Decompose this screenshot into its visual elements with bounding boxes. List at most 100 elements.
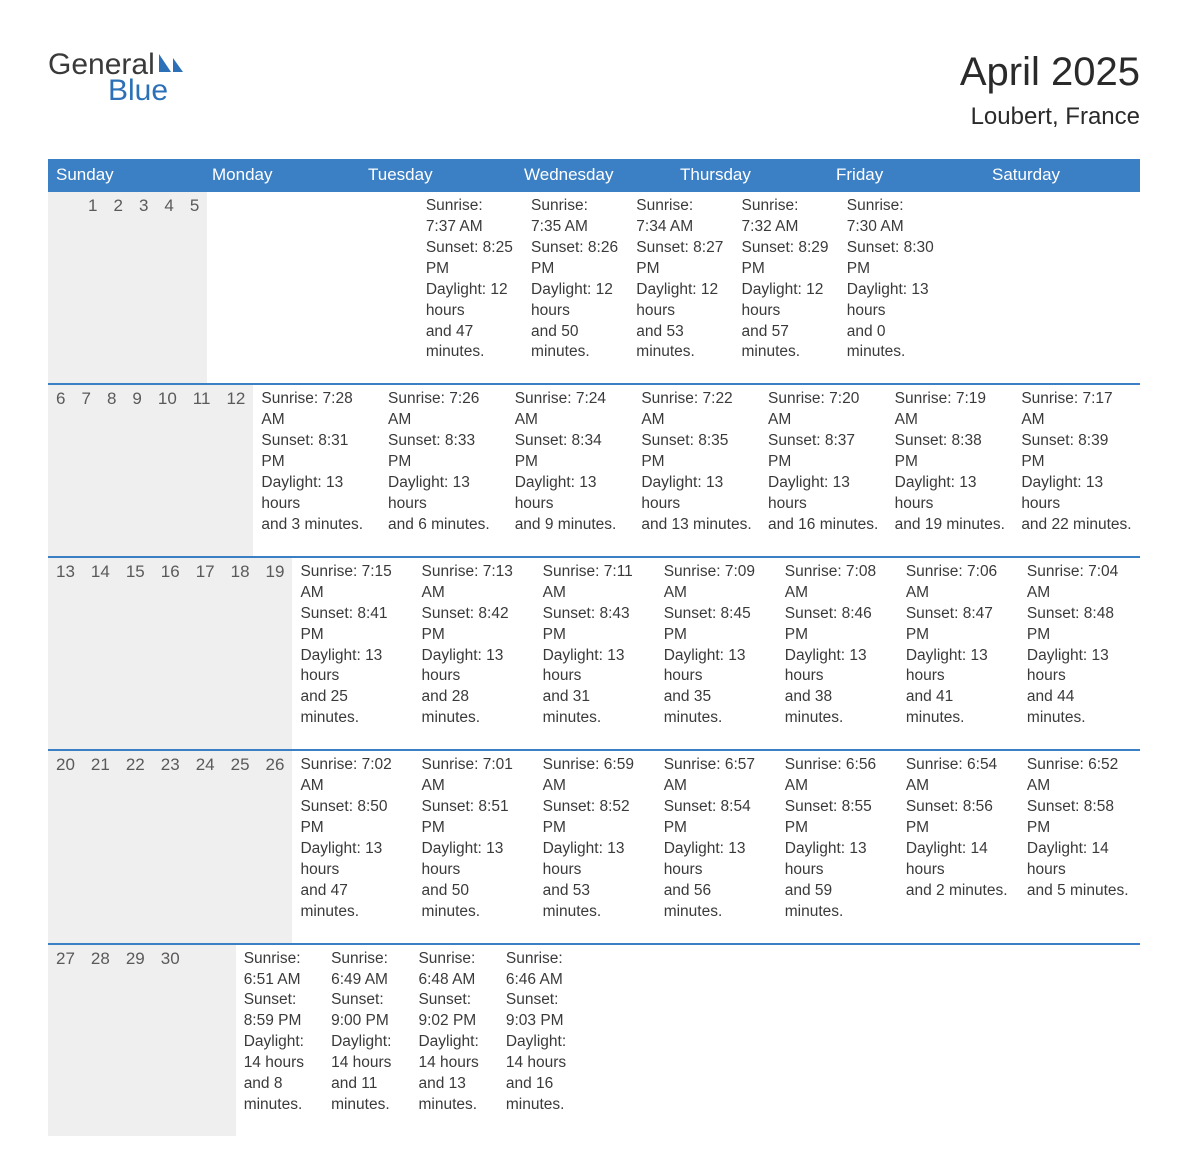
day-d2: and 47 minutes. <box>300 881 405 923</box>
day-body-cell: Sunrise: 7:02 AMSunset: 8:50 PMDaylight:… <box>292 751 413 942</box>
day-number-cell: 10 <box>150 385 185 555</box>
day-of-week-cell: Saturday <box>984 159 1140 192</box>
day-sunset: Sunset: 8:34 PM <box>515 431 626 473</box>
day-number-cell: 12 <box>218 385 253 555</box>
day-body-cell: Sunrise: 6:49 AMSunset: 9:00 PMDaylight:… <box>323 945 410 1136</box>
calendar-week: 20212223242526Sunrise: 7:02 AMSunset: 8:… <box>48 749 1140 942</box>
day-d1: Daylight: 13 hours <box>388 473 499 515</box>
day-d1: Daylight: 13 hours <box>664 646 769 688</box>
day-body-cell: Sunrise: 7:34 AMSunset: 8:27 PMDaylight:… <box>628 192 733 383</box>
day-body-cell <box>313 192 418 383</box>
day-d2: and 13 minutes. <box>641 515 752 536</box>
day-body-cell: Sunrise: 6:57 AMSunset: 8:54 PMDaylight:… <box>656 751 777 942</box>
day-number-cell: 23 <box>153 751 188 942</box>
day-d1: Daylight: 13 hours <box>906 646 1011 688</box>
day-sunset: Sunset: 8:47 PM <box>906 604 1011 646</box>
day-number-row: 6789101112 <box>48 385 253 555</box>
month-title: April 2025 <box>960 50 1140 95</box>
day-d1: Daylight: 13 hours <box>785 646 890 688</box>
day-d2: and 2 minutes. <box>906 881 1011 902</box>
day-d2: and 9 minutes. <box>515 515 626 536</box>
day-d2: and 13 minutes. <box>418 1074 489 1116</box>
day-sunrise: Sunrise: 7:32 AM <box>742 196 831 238</box>
day-sunrise: Sunrise: 7:26 AM <box>388 389 499 431</box>
day-sunset: Sunset: 9:00 PM <box>331 990 402 1032</box>
brand-logo: General Blue <box>48 50 187 106</box>
day-sunset: Sunset: 8:55 PM <box>785 797 890 839</box>
day-body-row: Sunrise: 7:02 AMSunset: 8:50 PMDaylight:… <box>292 751 1140 942</box>
day-d2: and 50 minutes. <box>531 322 620 364</box>
day-body-cell: Sunrise: 7:35 AMSunset: 8:26 PMDaylight:… <box>523 192 628 383</box>
day-sunrise: Sunrise: 7:35 AM <box>531 196 620 238</box>
day-body-row: Sunrise: 7:28 AMSunset: 8:31 PMDaylight:… <box>253 385 1140 555</box>
day-sunrise: Sunrise: 6:51 AM <box>244 949 315 991</box>
day-number-cell <box>220 945 236 1136</box>
day-d2: and 38 minutes. <box>785 687 890 729</box>
day-d2: and 16 minutes. <box>768 515 879 536</box>
day-d1: Daylight: 14 hours <box>244 1032 315 1074</box>
day-number-cell <box>64 192 80 383</box>
day-body-cell <box>760 945 847 1136</box>
day-d2: and 11 minutes. <box>331 1074 402 1116</box>
day-sunset: Sunset: 8:37 PM <box>768 431 879 473</box>
day-sunrise: Sunrise: 6:48 AM <box>418 949 489 991</box>
day-sunrise: Sunrise: 6:59 AM <box>543 755 648 797</box>
day-sunrise: Sunrise: 7:37 AM <box>426 196 515 238</box>
day-sunrise: Sunrise: 7:13 AM <box>422 562 527 604</box>
title-block: April 2025 Loubert, France <box>960 50 1140 131</box>
day-d1: Daylight: 14 hours <box>331 1032 402 1074</box>
day-number-cell: 28 <box>83 945 118 1136</box>
day-number-cell: 30 <box>153 945 188 1136</box>
day-d1: Daylight: 14 hours <box>906 839 1011 881</box>
day-sunset: Sunset: 9:03 PM <box>506 990 577 1032</box>
day-of-week-cell: Friday <box>828 159 984 192</box>
day-number-cell: 11 <box>185 385 219 555</box>
day-sunrise: Sunrise: 7:02 AM <box>300 755 405 797</box>
day-sunset: Sunset: 8:29 PM <box>742 238 831 280</box>
day-number-cell: 29 <box>118 945 153 1136</box>
day-number-cell: 25 <box>223 751 258 942</box>
day-d2: and 44 minutes. <box>1027 687 1132 729</box>
day-d1: Daylight: 12 hours <box>742 280 831 322</box>
day-body-cell: Sunrise: 7:11 AMSunset: 8:43 PMDaylight:… <box>535 558 656 749</box>
calendar-week: 13141516171819Sunrise: 7:15 AMSunset: 8:… <box>48 556 1140 749</box>
day-d1: Daylight: 14 hours <box>1027 839 1132 881</box>
day-d1: Daylight: 13 hours <box>515 473 626 515</box>
day-sunset: Sunset: 8:27 PM <box>636 238 725 280</box>
day-d1: Daylight: 12 hours <box>426 280 515 322</box>
day-sunrise: Sunrise: 6:46 AM <box>506 949 577 991</box>
day-sunrise: Sunrise: 7:20 AM <box>768 389 879 431</box>
day-sunset: Sunset: 8:56 PM <box>906 797 1011 839</box>
day-body-cell: Sunrise: 7:28 AMSunset: 8:31 PMDaylight:… <box>253 385 380 555</box>
day-number-cell: 9 <box>124 385 149 555</box>
day-body-cell <box>585 945 672 1136</box>
day-sunset: Sunset: 8:52 PM <box>543 797 648 839</box>
day-sunset: Sunset: 8:45 PM <box>664 604 769 646</box>
day-sunrise: Sunrise: 7:06 AM <box>906 562 1011 604</box>
day-number-cell: 16 <box>153 558 188 749</box>
day-d1: Daylight: 14 hours <box>506 1032 577 1074</box>
day-number-row: 12345 <box>48 192 207 383</box>
day-sunrise: Sunrise: 7:08 AM <box>785 562 890 604</box>
day-body-cell: Sunrise: 7:26 AMSunset: 8:33 PMDaylight:… <box>380 385 507 555</box>
day-body-cell: Sunrise: 6:52 AMSunset: 8:58 PMDaylight:… <box>1019 751 1140 942</box>
day-body-cell: Sunrise: 6:54 AMSunset: 8:56 PMDaylight:… <box>898 751 1019 942</box>
day-sunset: Sunset: 8:31 PM <box>261 431 372 473</box>
day-d2: and 35 minutes. <box>664 687 769 729</box>
day-d1: Daylight: 13 hours <box>300 839 405 881</box>
day-d1: Daylight: 12 hours <box>636 280 725 322</box>
day-d1: Daylight: 13 hours <box>895 473 1006 515</box>
day-sunset: Sunset: 8:26 PM <box>531 238 620 280</box>
day-of-week-cell: Sunday <box>48 159 204 192</box>
day-d2: and 25 minutes. <box>300 687 405 729</box>
day-number-cell: 14 <box>83 558 118 749</box>
day-body-cell: Sunrise: 7:13 AMSunset: 8:42 PMDaylight:… <box>414 558 535 749</box>
day-number-cell: 4 <box>156 192 181 383</box>
day-d1: Daylight: 13 hours <box>1027 646 1132 688</box>
day-sunrise: Sunrise: 7:19 AM <box>895 389 1006 431</box>
day-sunset: Sunset: 8:39 PM <box>1021 431 1132 473</box>
page-header: General Blue April 2025 Loubert, France <box>48 50 1140 131</box>
day-d2: and 16 minutes. <box>506 1074 577 1116</box>
day-number-row: 20212223242526 <box>48 751 292 942</box>
day-number-row: 13141516171819 <box>48 558 292 749</box>
